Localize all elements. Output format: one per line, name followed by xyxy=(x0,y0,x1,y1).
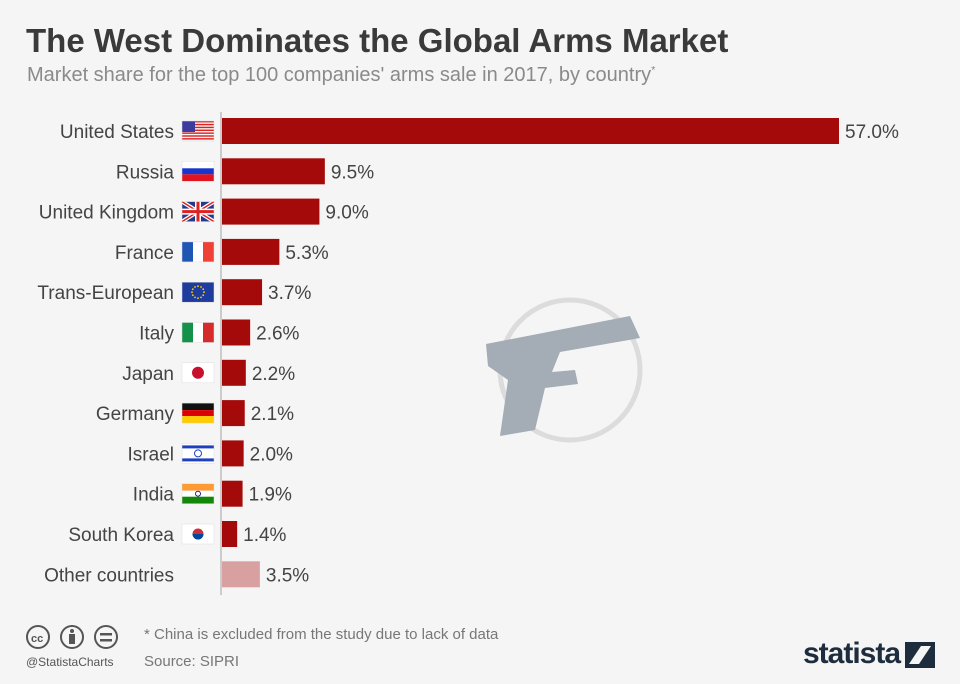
bar xyxy=(222,319,251,346)
statista-logo[interactable]: statista xyxy=(803,637,901,670)
bar-row: United Kingdom 9.0% xyxy=(39,198,369,225)
bar-row: Russia 9.5% xyxy=(116,158,374,185)
bar-row: Israel 2.0% xyxy=(128,440,293,467)
bar xyxy=(222,359,246,386)
bar-row: United States 57.0% xyxy=(60,118,899,144)
bar-row: Germany 2.1% xyxy=(96,400,294,427)
bar xyxy=(222,561,260,588)
category-label: Israel xyxy=(128,444,174,465)
category-label: United Kingdom xyxy=(39,203,174,224)
bar xyxy=(222,521,238,547)
value-label: 2.6% xyxy=(256,324,299,345)
bar-row: Other countries 3.5% xyxy=(44,561,309,588)
bar-row: France 5.3% xyxy=(115,238,329,265)
value-label: 2.0% xyxy=(250,444,293,465)
value-label: 57.0% xyxy=(845,122,899,143)
germany-flag-icon xyxy=(181,402,215,424)
statista-logo-icon xyxy=(905,642,935,668)
value-label: 9.5% xyxy=(331,162,374,183)
bar xyxy=(222,198,320,225)
category-label: Japan xyxy=(122,364,174,385)
value-label: 1.9% xyxy=(249,485,292,506)
category-label: Trans-European xyxy=(37,283,174,304)
gun-illustration xyxy=(486,297,643,443)
bar-row: Japan 2.2% xyxy=(122,359,295,386)
bar-chart: United States 57.0% Russia 9.5% United Kingd… xyxy=(37,112,899,595)
bar xyxy=(222,440,244,467)
value-label: 3.7% xyxy=(268,283,311,304)
subtitle-marker: * xyxy=(651,64,656,77)
uk-flag-icon xyxy=(180,199,216,224)
value-label: 9.0% xyxy=(325,203,368,224)
twitter-handle: @StatistaCharts xyxy=(26,655,114,669)
footnote: * China is excluded from the study due t… xyxy=(144,626,499,643)
eu-flag-icon xyxy=(181,281,215,303)
category-label: Italy xyxy=(139,324,174,345)
category-label: France xyxy=(115,243,174,264)
bar xyxy=(222,400,245,427)
svg-text:cc: cc xyxy=(31,633,43,645)
chart-title: The West Dominates the Global Arms Marke… xyxy=(26,22,729,59)
value-label: 2.1% xyxy=(251,404,294,425)
category-label: United States xyxy=(60,122,174,143)
bar xyxy=(222,158,325,185)
france-flag-icon xyxy=(181,241,215,263)
japan-flag-icon xyxy=(181,362,215,384)
bar-row: India 1.9% xyxy=(133,480,292,507)
value-label: 1.4% xyxy=(243,525,286,546)
india-flag-icon xyxy=(181,483,215,504)
category-label: Other countries xyxy=(44,565,174,586)
category-label: Russia xyxy=(116,162,175,183)
bar-row: Trans-European 3.7% xyxy=(37,279,311,306)
bar-row: Italy 2.6% xyxy=(139,319,300,346)
source: Source: SIPRI xyxy=(144,653,240,670)
bar-row: South Korea 1.4% xyxy=(68,521,287,547)
south-korea-flag-icon xyxy=(181,523,215,545)
israel-flag-icon xyxy=(181,443,215,464)
value-label: 2.2% xyxy=(252,364,295,385)
subtitle-text: Market share for the top 100 companies' … xyxy=(27,64,652,86)
russia-flag-icon xyxy=(181,161,215,182)
bar xyxy=(222,279,263,306)
creative-commons-icons: cc xyxy=(26,625,118,649)
category-label: South Korea xyxy=(68,525,174,546)
value-label: 3.5% xyxy=(266,565,309,586)
category-label: Germany xyxy=(96,404,175,425)
bar xyxy=(222,238,280,265)
value-label: 5.3% xyxy=(285,243,328,264)
category-label: India xyxy=(133,485,175,506)
us-flag-icon xyxy=(181,120,215,142)
bar xyxy=(222,480,243,507)
italy-flag-icon xyxy=(181,322,215,343)
bar xyxy=(222,118,839,144)
chart-subtitle: Market share for the top 100 companies' … xyxy=(27,64,655,87)
